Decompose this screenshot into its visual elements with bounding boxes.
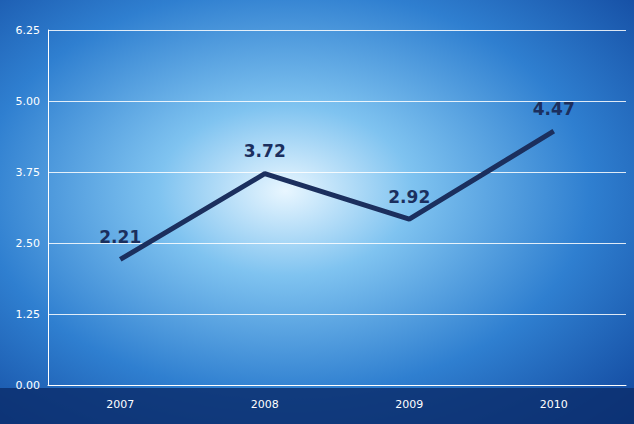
svg-text:6.25: 6.25: [16, 24, 41, 37]
svg-text:5.00: 5.00: [16, 95, 41, 108]
svg-text:2007: 2007: [106, 398, 134, 411]
svg-text:0.00: 0.00: [16, 379, 41, 392]
svg-text:4.47: 4.47: [533, 99, 575, 119]
svg-text:1.25: 1.25: [16, 308, 41, 321]
svg-text:2.50: 2.50: [16, 237, 41, 250]
svg-text:2.21: 2.21: [99, 227, 141, 247]
svg-text:3.75: 3.75: [16, 166, 41, 179]
svg-text:2009: 2009: [395, 398, 423, 411]
svg-text:2010: 2010: [540, 398, 568, 411]
svg-text:3.72: 3.72: [244, 141, 286, 161]
svg-text:2008: 2008: [251, 398, 279, 411]
svg-text:2.92: 2.92: [388, 187, 430, 207]
